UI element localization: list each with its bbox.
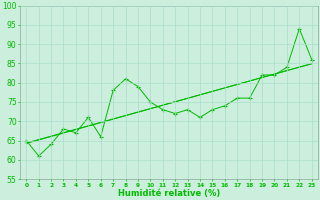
- X-axis label: Humidité relative (%): Humidité relative (%): [118, 189, 220, 198]
